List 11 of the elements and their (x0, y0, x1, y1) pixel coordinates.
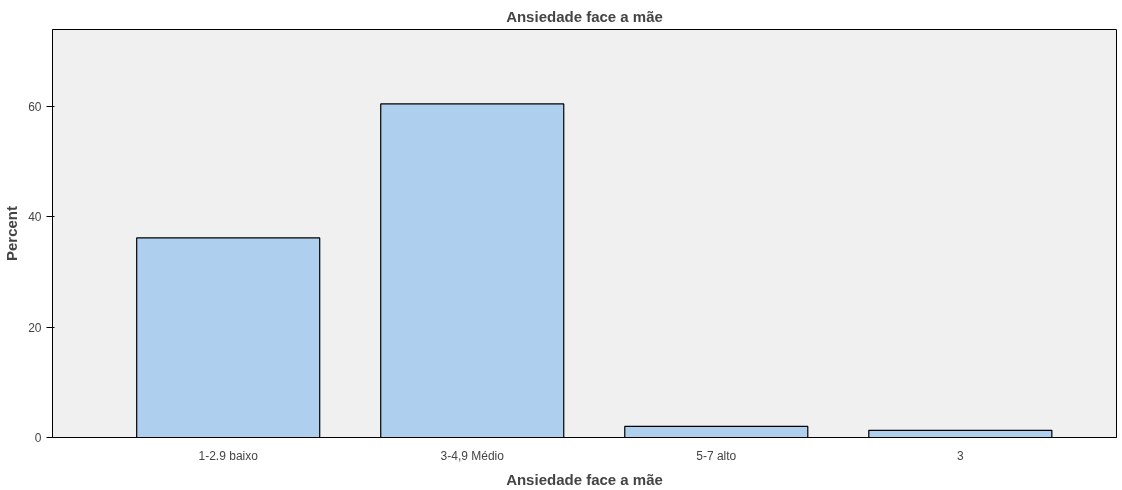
x-tick-label: 3 (956, 448, 964, 463)
y-tick-label: 0 (34, 431, 42, 445)
y-tick-label: 60 (28, 100, 42, 115)
x-tick-label: 1-2.9 baixo (198, 448, 259, 463)
x-axis-title: Ansiedade face a mãe (506, 470, 663, 488)
y-axis-title: Percent (3, 205, 21, 262)
chart-title: Ansiedade face a mãe (506, 7, 663, 25)
y-tick-label: 40 (28, 210, 42, 225)
x-tick-label: 5-7 alto (696, 448, 737, 463)
x-tick-label: 3-4,9 Médio (440, 448, 505, 463)
y-tick-label: 20 (28, 320, 42, 335)
